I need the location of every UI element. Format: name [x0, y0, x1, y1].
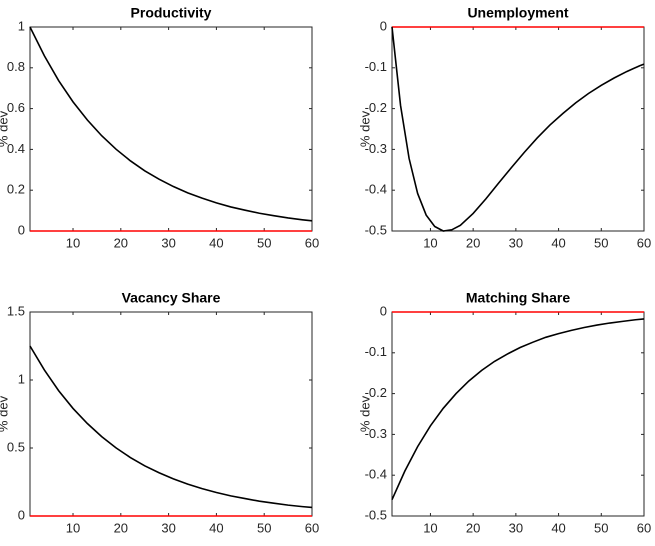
- y-axis-label: % dev: [357, 110, 372, 147]
- y-tick-label: -0.2: [365, 385, 387, 400]
- x-tick-label: 20: [466, 235, 480, 250]
- y-tick-label: -0.3: [365, 426, 387, 441]
- x-tick-label: 20: [466, 520, 480, 535]
- chart-title: Matching Share: [466, 290, 570, 306]
- x-tick-label: 60: [637, 235, 651, 250]
- x-tick-label: 40: [209, 235, 223, 250]
- y-tick-label: -0.5: [365, 507, 387, 522]
- y-tick-label: 0: [380, 303, 387, 318]
- x-tick-label: 30: [509, 520, 523, 535]
- chart-title: Productivity: [131, 5, 212, 21]
- x-tick-label: 10: [423, 520, 437, 535]
- x-tick-label: 10: [66, 520, 80, 535]
- y-tick-label: 0.2: [7, 182, 25, 197]
- x-tick-label: 20: [114, 520, 128, 535]
- x-tick-label: 30: [161, 235, 175, 250]
- chart-title: Unemployment: [467, 5, 568, 21]
- chart-title: Vacancy Share: [122, 290, 221, 306]
- y-tick-label: 1: [18, 371, 25, 386]
- x-tick-label: 50: [594, 520, 608, 535]
- x-tick-label: 40: [551, 520, 565, 535]
- x-tick-label: 40: [209, 520, 223, 535]
- data-line: [391, 318, 645, 501]
- y-tick-label: 0.5: [7, 439, 25, 454]
- axes-frame: [391, 26, 645, 232]
- y-tick-label: -0.4: [365, 467, 387, 482]
- y-tick-label: 0: [18, 507, 25, 522]
- y-tick-label: -0.1: [365, 59, 387, 74]
- y-tick-label: 0: [380, 18, 387, 33]
- x-tick-label: 10: [423, 235, 437, 250]
- y-tick-label: 0: [18, 222, 25, 237]
- y-tick-label: -0.3: [365, 141, 387, 156]
- data-line: [29, 26, 313, 222]
- x-tick-label: 20: [114, 235, 128, 250]
- axes-frame: [391, 311, 645, 517]
- axes-frame: [29, 26, 313, 232]
- y-tick-label: -0.1: [365, 344, 387, 359]
- x-tick-label: 40: [551, 235, 565, 250]
- y-tick-label: -0.2: [365, 100, 387, 115]
- data-line: [29, 345, 313, 509]
- x-tick-label: 30: [509, 235, 523, 250]
- x-tick-label: 50: [257, 235, 271, 250]
- x-tick-label: 50: [594, 235, 608, 250]
- data-line: [391, 26, 645, 232]
- y-axis-label: % dev: [357, 395, 372, 432]
- x-tick-label: 60: [305, 235, 319, 250]
- y-tick-label: 0.8: [7, 59, 25, 74]
- y-tick-label: 0.4: [7, 141, 25, 156]
- y-tick-label: -0.5: [365, 222, 387, 237]
- y-axis-label: % dev: [0, 395, 10, 432]
- x-tick-label: 50: [257, 520, 271, 535]
- x-tick-label: 60: [305, 520, 319, 535]
- y-tick-label: -0.4: [365, 182, 387, 197]
- x-tick-label: 60: [637, 520, 651, 535]
- y-tick-label: 0.6: [7, 100, 25, 115]
- axes-frame: [29, 311, 313, 517]
- y-tick-label: 1.5: [7, 303, 25, 318]
- y-axis-label: % dev: [0, 110, 10, 147]
- y-tick-label: 1: [18, 18, 25, 33]
- x-tick-label: 10: [66, 235, 80, 250]
- x-tick-label: 30: [161, 520, 175, 535]
